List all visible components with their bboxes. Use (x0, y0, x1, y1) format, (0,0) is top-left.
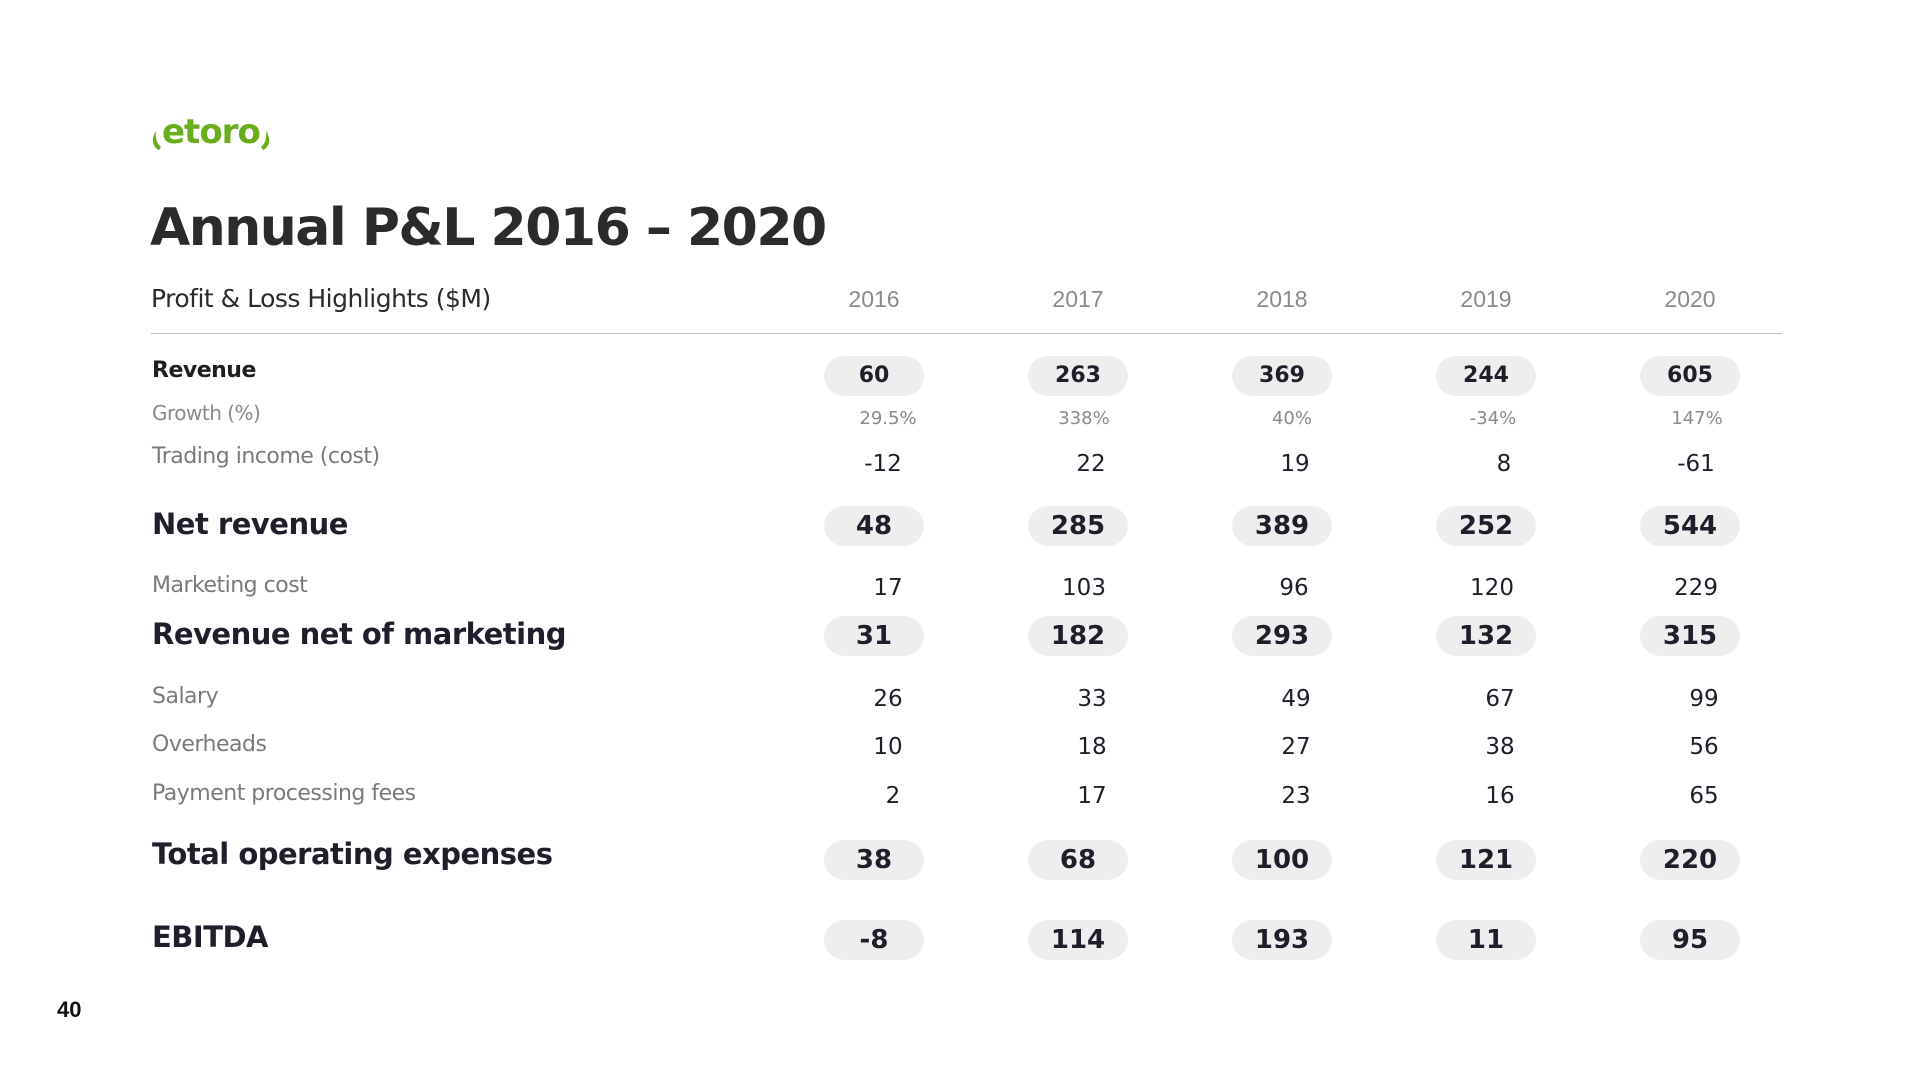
marketing-cost-cell: 17 (873, 575, 903, 601)
row-label-overheads: Overheads (152, 732, 267, 757)
marketing-cost-cell: 96 (1279, 575, 1309, 601)
marketing-cost-cell: 229 (1674, 575, 1718, 601)
etoro-logo: etoro (150, 112, 272, 152)
total-opex-cell: 100 (1232, 840, 1332, 880)
salary-cell: 67 (1485, 686, 1515, 712)
net-revenue-cell: 544 (1640, 506, 1740, 546)
salary-cell: 99 (1689, 686, 1719, 712)
overheads-cell: 18 (1077, 734, 1107, 760)
total-opex-cell: 38 (824, 840, 924, 880)
growth-cell: -34% (1469, 408, 1517, 429)
marketing-cost-cell: 120 (1470, 575, 1514, 601)
overheads-cell: 10 (873, 734, 903, 760)
page-title: Annual P&L 2016 – 2020 (150, 198, 827, 258)
row-label-growth: Growth (%) (152, 401, 261, 425)
overheads-cell: 38 (1485, 734, 1515, 760)
overheads-cell: 56 (1689, 734, 1719, 760)
trading-income-cell: -12 (864, 451, 902, 477)
logo-text: etoro (162, 112, 261, 152)
net-revenue-cell: 48 (824, 506, 924, 546)
logo-left-horn-icon (152, 131, 161, 150)
row-label-marketing-cost: Marketing cost (152, 573, 308, 598)
header-divider (151, 333, 1782, 334)
row-label-trading-income: Trading income (cost) (152, 444, 380, 469)
revenue-net-of-marketing-cell: 31 (824, 616, 924, 656)
row-label-ebitda: EBITDA (152, 920, 269, 954)
year-header-2018: 2018 (1256, 286, 1308, 312)
trading-income-cell: 8 (1496, 451, 1512, 477)
row-label-total-opex: Total operating expenses (152, 837, 553, 871)
payment-fees-cell: 16 (1485, 783, 1515, 809)
revenue-cell: 369 (1232, 356, 1332, 396)
trading-income-cell: -61 (1677, 451, 1715, 477)
ebitda-cell: 193 (1232, 920, 1332, 960)
payment-fees-cell: 17 (1077, 783, 1107, 809)
row-label-revenue-net-of-marketing: Revenue net of marketing (152, 617, 567, 651)
revenue-net-of-marketing-cell: 293 (1232, 616, 1332, 656)
total-opex-cell: 68 (1028, 840, 1128, 880)
row-label-revenue: Revenue (152, 358, 256, 383)
marketing-cost-cell: 103 (1062, 575, 1106, 601)
logo-right-horn-icon (260, 131, 269, 150)
revenue-net-of-marketing-cell: 132 (1436, 616, 1536, 656)
salary-cell: 26 (873, 686, 903, 712)
year-header-2019: 2019 (1460, 286, 1512, 312)
trading-income-cell: 19 (1280, 451, 1310, 477)
row-label-salary: Salary (152, 684, 219, 709)
payment-fees-cell: 23 (1281, 783, 1311, 809)
page-number: 40 (57, 997, 82, 1022)
year-header-2016: 2016 (848, 286, 900, 312)
trading-income-cell: 22 (1076, 451, 1106, 477)
net-revenue-cell: 389 (1232, 506, 1332, 546)
total-opex-cell: 220 (1640, 840, 1740, 880)
salary-cell: 49 (1281, 686, 1311, 712)
net-revenue-cell: 252 (1436, 506, 1536, 546)
revenue-net-of-marketing-cell: 182 (1028, 616, 1128, 656)
overheads-cell: 27 (1281, 734, 1311, 760)
growth-cell: 147% (1671, 408, 1723, 429)
revenue-cell: 60 (824, 356, 924, 396)
row-label-payment-fees: Payment processing fees (152, 781, 416, 806)
total-opex-cell: 121 (1436, 840, 1536, 880)
revenue-cell: 605 (1640, 356, 1740, 396)
revenue-net-of-marketing-cell: 315 (1640, 616, 1740, 656)
net-revenue-cell: 285 (1028, 506, 1128, 546)
growth-cell: 29.5% (859, 408, 917, 429)
ebitda-cell: 114 (1028, 920, 1128, 960)
ebitda-cell: 11 (1436, 920, 1536, 960)
year-header-2017: 2017 (1052, 286, 1104, 312)
revenue-cell: 263 (1028, 356, 1128, 396)
growth-cell: 40% (1271, 408, 1312, 429)
ebitda-cell: 95 (1640, 920, 1740, 960)
table-header-label: Profit & Loss Highlights ($M) (151, 284, 491, 313)
year-header-2020: 2020 (1664, 286, 1716, 312)
row-label-net-revenue: Net revenue (152, 507, 348, 541)
salary-cell: 33 (1077, 686, 1107, 712)
payment-fees-cell: 2 (885, 783, 901, 809)
revenue-cell: 244 (1436, 356, 1536, 396)
ebitda-cell: -8 (824, 920, 924, 960)
growth-cell: 338% (1058, 408, 1110, 429)
payment-fees-cell: 65 (1689, 783, 1719, 809)
